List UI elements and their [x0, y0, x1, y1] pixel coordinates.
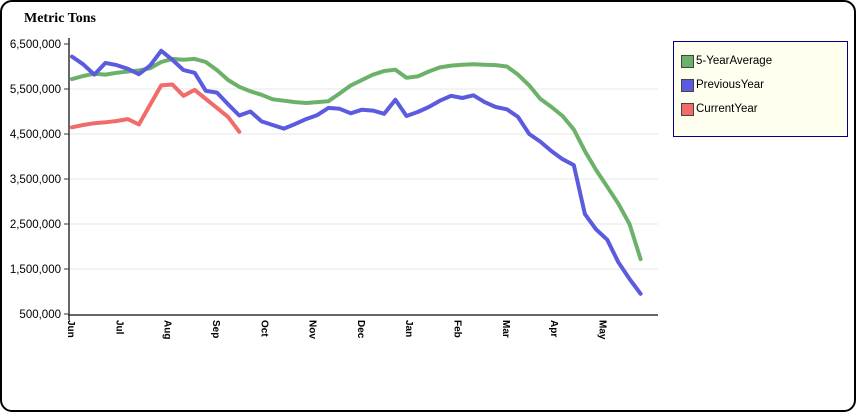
svg-text:4,500,000: 4,500,000	[10, 129, 61, 141]
chart-title: Metric Tons	[24, 11, 96, 26]
legend-label: PreviousYear	[696, 79, 764, 91]
series-currentyear	[70, 82, 242, 134]
legend-label: 5-YearAverage	[696, 55, 773, 67]
svg-text:Feb: Feb	[452, 320, 463, 338]
line-chart: 6,500,000 5,500,000 4,500,000 3,500,000 2,50…	[10, 38, 658, 340]
series-previousyear	[70, 48, 643, 296]
svg-text:May: May	[596, 320, 607, 340]
legend-swatch-red	[681, 102, 694, 116]
svg-text:1,500,000: 1,500,000	[10, 264, 61, 276]
legend-item-5-year-average: 5-YearAverage	[681, 49, 847, 73]
series-5-yearaverage	[70, 56, 643, 262]
x-axis-labels: Jun Jul Aug Sep Oct Nov Dec Jan Feb Mar Apr May	[65, 320, 607, 340]
svg-text:6,500,000: 6,500,000	[10, 39, 61, 51]
legend-swatch-green	[681, 54, 694, 68]
y-axis-labels: 6,500,000 5,500,000 4,500,000 3,500,000 2,50…	[10, 39, 69, 321]
svg-text:Dec: Dec	[355, 320, 366, 339]
svg-text:2,500,000: 2,500,000	[10, 219, 61, 231]
svg-text:Jul: Jul	[113, 320, 124, 335]
legend-swatch-blue	[681, 78, 694, 92]
svg-text:Oct: Oct	[258, 320, 269, 337]
svg-text:Jun: Jun	[65, 320, 76, 338]
legend-item-previous-year: PreviousYear	[681, 73, 847, 97]
svg-text:500,000: 500,000	[19, 309, 61, 321]
svg-text:5,500,000: 5,500,000	[10, 84, 61, 96]
svg-text:Sep: Sep	[210, 320, 221, 338]
legend-item-current-year: CurrentYear	[681, 97, 847, 121]
svg-text:Nov: Nov	[307, 320, 318, 339]
legend: 5-YearAverage PreviousYear CurrentYear	[673, 41, 848, 137]
gridlines	[69, 88, 658, 270]
svg-text:Jan: Jan	[403, 320, 414, 337]
svg-text:Aug: Aug	[162, 320, 173, 339]
svg-text:3,500,000: 3,500,000	[10, 174, 61, 186]
legend-label: CurrentYear	[696, 103, 758, 115]
svg-text:Apr: Apr	[548, 320, 559, 337]
svg-text:Mar: Mar	[500, 320, 511, 338]
